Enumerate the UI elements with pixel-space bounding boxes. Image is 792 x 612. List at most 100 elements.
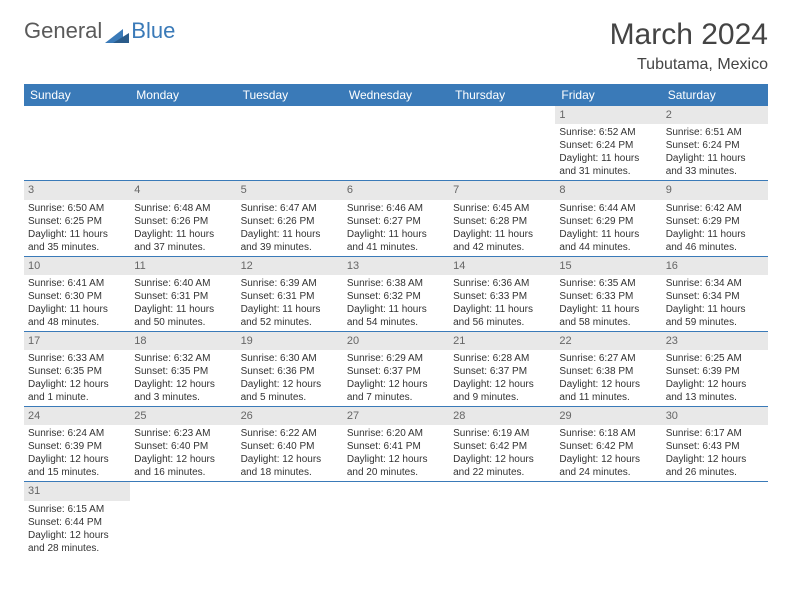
day-number: 11 bbox=[130, 257, 236, 275]
sunset-line: Sunset: 6:42 PM bbox=[453, 440, 551, 453]
daylight-line: Daylight: 12 hours and 28 minutes. bbox=[28, 529, 126, 555]
day-number: 10 bbox=[24, 257, 130, 275]
daylight-line: Daylight: 11 hours and 44 minutes. bbox=[559, 228, 657, 254]
daylight-line: Daylight: 12 hours and 13 minutes. bbox=[666, 378, 764, 404]
day-details: Sunrise: 6:27 AMSunset: 6:38 PMDaylight:… bbox=[555, 350, 661, 406]
day-details: Sunrise: 6:30 AMSunset: 6:36 PMDaylight:… bbox=[237, 350, 343, 406]
day-number: 25 bbox=[130, 407, 236, 425]
calendar-cell bbox=[130, 106, 236, 181]
daylight-line: Daylight: 12 hours and 26 minutes. bbox=[666, 453, 764, 479]
calendar-row: 3Sunrise: 6:50 AMSunset: 6:25 PMDaylight… bbox=[24, 181, 768, 256]
calendar-cell: 9Sunrise: 6:42 AMSunset: 6:29 PMDaylight… bbox=[662, 181, 768, 256]
daylight-line: Daylight: 12 hours and 11 minutes. bbox=[559, 378, 657, 404]
daylight-line: Daylight: 11 hours and 41 minutes. bbox=[347, 228, 445, 254]
day-header: Friday bbox=[555, 84, 661, 106]
sunrise-line: Sunrise: 6:20 AM bbox=[347, 427, 445, 440]
sunrise-line: Sunrise: 6:27 AM bbox=[559, 352, 657, 365]
calendar-cell: 27Sunrise: 6:20 AMSunset: 6:41 PMDayligh… bbox=[343, 407, 449, 482]
day-number: 9 bbox=[662, 181, 768, 199]
sunset-line: Sunset: 6:28 PM bbox=[453, 215, 551, 228]
sunrise-line: Sunrise: 6:50 AM bbox=[28, 202, 126, 215]
day-number: 14 bbox=[449, 257, 555, 275]
day-header-row: Sunday Monday Tuesday Wednesday Thursday… bbox=[24, 84, 768, 106]
calendar-cell: 4Sunrise: 6:48 AMSunset: 6:26 PMDaylight… bbox=[130, 181, 236, 256]
sunrise-line: Sunrise: 6:40 AM bbox=[134, 277, 232, 290]
calendar-cell bbox=[662, 482, 768, 557]
day-details: Sunrise: 6:22 AMSunset: 6:40 PMDaylight:… bbox=[237, 425, 343, 481]
day-number: 6 bbox=[343, 181, 449, 199]
day-details: Sunrise: 6:19 AMSunset: 6:42 PMDaylight:… bbox=[449, 425, 555, 481]
calendar-cell bbox=[343, 106, 449, 181]
sunrise-line: Sunrise: 6:35 AM bbox=[559, 277, 657, 290]
day-number: 4 bbox=[130, 181, 236, 199]
daylight-line: Daylight: 11 hours and 42 minutes. bbox=[453, 228, 551, 254]
sunset-line: Sunset: 6:37 PM bbox=[453, 365, 551, 378]
calendar-cell bbox=[237, 482, 343, 557]
sunrise-line: Sunrise: 6:39 AM bbox=[241, 277, 339, 290]
day-number: 5 bbox=[237, 181, 343, 199]
day-number: 16 bbox=[662, 257, 768, 275]
calendar-cell: 5Sunrise: 6:47 AMSunset: 6:26 PMDaylight… bbox=[237, 181, 343, 256]
daylight-line: Daylight: 12 hours and 1 minute. bbox=[28, 378, 126, 404]
daylight-line: Daylight: 12 hours and 7 minutes. bbox=[347, 378, 445, 404]
daylight-line: Daylight: 12 hours and 9 minutes. bbox=[453, 378, 551, 404]
sunset-line: Sunset: 6:25 PM bbox=[28, 215, 126, 228]
daylight-line: Daylight: 12 hours and 24 minutes. bbox=[559, 453, 657, 479]
calendar-cell bbox=[343, 482, 449, 557]
calendar-cell bbox=[449, 106, 555, 181]
day-details: Sunrise: 6:23 AMSunset: 6:40 PMDaylight:… bbox=[130, 425, 236, 481]
daylight-line: Daylight: 11 hours and 33 minutes. bbox=[666, 152, 764, 178]
day-details: Sunrise: 6:44 AMSunset: 6:29 PMDaylight:… bbox=[555, 200, 661, 256]
calendar-cell: 26Sunrise: 6:22 AMSunset: 6:40 PMDayligh… bbox=[237, 407, 343, 482]
sunset-line: Sunset: 6:30 PM bbox=[28, 290, 126, 303]
calendar-row: 10Sunrise: 6:41 AMSunset: 6:30 PMDayligh… bbox=[24, 256, 768, 331]
calendar-cell: 16Sunrise: 6:34 AMSunset: 6:34 PMDayligh… bbox=[662, 256, 768, 331]
sunrise-line: Sunrise: 6:23 AM bbox=[134, 427, 232, 440]
calendar-cell: 12Sunrise: 6:39 AMSunset: 6:31 PMDayligh… bbox=[237, 256, 343, 331]
calendar-cell: 2Sunrise: 6:51 AMSunset: 6:24 PMDaylight… bbox=[662, 106, 768, 181]
day-details: Sunrise: 6:46 AMSunset: 6:27 PMDaylight:… bbox=[343, 200, 449, 256]
day-number: 23 bbox=[662, 332, 768, 350]
day-details: Sunrise: 6:40 AMSunset: 6:31 PMDaylight:… bbox=[130, 275, 236, 331]
day-number: 1 bbox=[555, 106, 661, 124]
calendar-table: Sunday Monday Tuesday Wednesday Thursday… bbox=[24, 84, 768, 557]
calendar-cell: 3Sunrise: 6:50 AMSunset: 6:25 PMDaylight… bbox=[24, 181, 130, 256]
sunset-line: Sunset: 6:24 PM bbox=[559, 139, 657, 152]
day-details: Sunrise: 6:50 AMSunset: 6:25 PMDaylight:… bbox=[24, 200, 130, 256]
calendar-cell: 29Sunrise: 6:18 AMSunset: 6:42 PMDayligh… bbox=[555, 407, 661, 482]
day-number: 20 bbox=[343, 332, 449, 350]
calendar-cell: 24Sunrise: 6:24 AMSunset: 6:39 PMDayligh… bbox=[24, 407, 130, 482]
day-details: Sunrise: 6:18 AMSunset: 6:42 PMDaylight:… bbox=[555, 425, 661, 481]
daylight-line: Daylight: 11 hours and 37 minutes. bbox=[134, 228, 232, 254]
sunset-line: Sunset: 6:36 PM bbox=[241, 365, 339, 378]
location-label: Tubutama, Mexico bbox=[610, 56, 768, 74]
daylight-line: Daylight: 11 hours and 56 minutes. bbox=[453, 303, 551, 329]
day-number: 3 bbox=[24, 181, 130, 199]
sunset-line: Sunset: 6:43 PM bbox=[666, 440, 764, 453]
day-details: Sunrise: 6:47 AMSunset: 6:26 PMDaylight:… bbox=[237, 200, 343, 256]
sunset-line: Sunset: 6:40 PM bbox=[241, 440, 339, 453]
sunset-line: Sunset: 6:37 PM bbox=[347, 365, 445, 378]
title-block: March 2024 Tubutama, Mexico bbox=[610, 18, 768, 74]
sunset-line: Sunset: 6:41 PM bbox=[347, 440, 445, 453]
calendar-cell: 28Sunrise: 6:19 AMSunset: 6:42 PMDayligh… bbox=[449, 407, 555, 482]
day-number: 15 bbox=[555, 257, 661, 275]
sunrise-line: Sunrise: 6:18 AM bbox=[559, 427, 657, 440]
day-header: Thursday bbox=[449, 84, 555, 106]
calendar-cell bbox=[237, 106, 343, 181]
daylight-line: Daylight: 12 hours and 18 minutes. bbox=[241, 453, 339, 479]
sunset-line: Sunset: 6:26 PM bbox=[241, 215, 339, 228]
day-number: 28 bbox=[449, 407, 555, 425]
day-details: Sunrise: 6:42 AMSunset: 6:29 PMDaylight:… bbox=[662, 200, 768, 256]
calendar-cell bbox=[130, 482, 236, 557]
sunrise-line: Sunrise: 6:25 AM bbox=[666, 352, 764, 365]
sunrise-line: Sunrise: 6:28 AM bbox=[453, 352, 551, 365]
calendar-cell: 11Sunrise: 6:40 AMSunset: 6:31 PMDayligh… bbox=[130, 256, 236, 331]
daylight-line: Daylight: 11 hours and 52 minutes. bbox=[241, 303, 339, 329]
day-number: 8 bbox=[555, 181, 661, 199]
day-details: Sunrise: 6:45 AMSunset: 6:28 PMDaylight:… bbox=[449, 200, 555, 256]
calendar-cell bbox=[24, 106, 130, 181]
calendar-row: 17Sunrise: 6:33 AMSunset: 6:35 PMDayligh… bbox=[24, 331, 768, 406]
day-number: 21 bbox=[449, 332, 555, 350]
sunset-line: Sunset: 6:40 PM bbox=[134, 440, 232, 453]
